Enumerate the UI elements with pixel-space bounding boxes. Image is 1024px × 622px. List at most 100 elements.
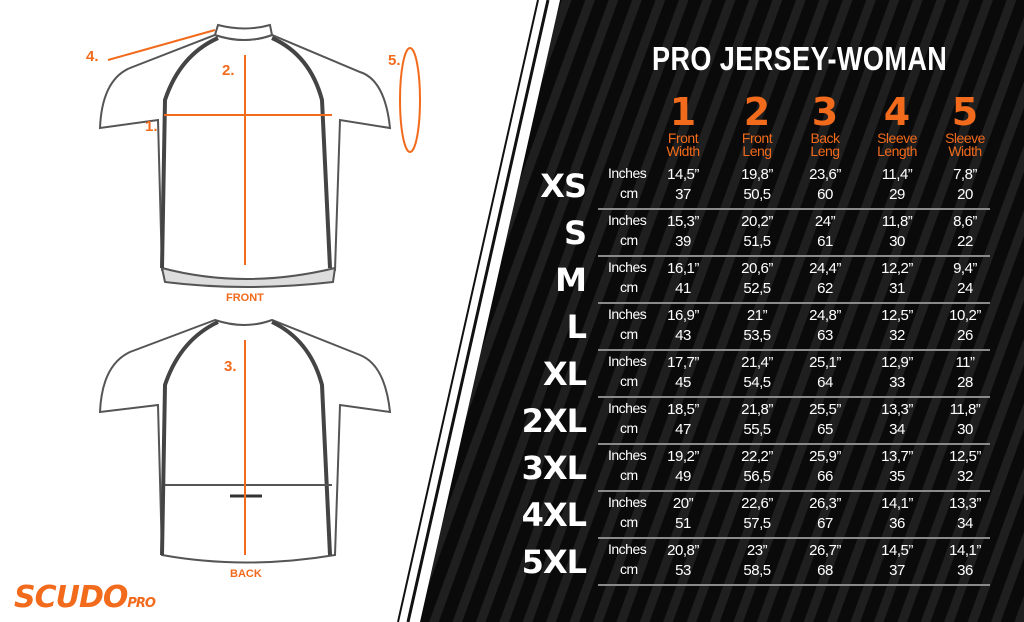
value-inches: 26,7”: [809, 542, 841, 559]
marker-1: 1.: [145, 118, 158, 135]
value-cm: 28: [957, 374, 973, 391]
value-cm: 66: [817, 468, 833, 485]
value-cm: 35: [889, 468, 905, 485]
value-cm: 43: [675, 327, 691, 344]
value-inches: 21,4”: [741, 354, 773, 371]
table-row: Inches cm 19,2” 49 22,2” 56,5 25,9” 66 13,7” 35 12…: [598, 445, 990, 492]
unit-cm: cm: [620, 279, 638, 295]
table-row: Inches cm 15,3” 39 20,2” 51,5 24” 61 11,8” 30 8,6”…: [598, 210, 990, 257]
table-row: Inches cm 18,5” 47 21,8” 55,5 25,5” 65 13,3” 34 11…: [598, 398, 990, 445]
table-row: Inches cm 14,5” 37 19,8” 50,5 23,6” 60 11,4” 29 7,…: [598, 163, 990, 210]
size-label: M: [555, 261, 587, 299]
value-inches: 20,2”: [741, 213, 773, 230]
value-cm: 47: [675, 421, 691, 438]
size-label: 5XL: [521, 543, 587, 581]
value-inches: 7,8”: [953, 166, 977, 183]
value-cm: 56,5: [743, 468, 771, 485]
value-cm: 20: [957, 186, 973, 203]
value-cm: 50,5: [743, 186, 771, 203]
size-label: 3XL: [521, 449, 587, 487]
value-inches: 22,6”: [741, 495, 773, 512]
size-label: L: [566, 308, 587, 346]
unit-cm: cm: [620, 561, 638, 577]
value-inches: 13,3”: [881, 401, 913, 418]
measurement-arrows: [107, 29, 421, 555]
back-label: BACK: [230, 568, 262, 580]
value-inches: 13,3”: [949, 495, 981, 512]
value-cm: 60: [817, 186, 833, 203]
value-inches: 15,3”: [667, 213, 699, 230]
value-inches: 11,8”: [881, 213, 913, 230]
value-inches: 8,6”: [953, 213, 977, 230]
value-inches: 14,1”: [949, 542, 981, 559]
value-inches: 12,9”: [881, 354, 913, 371]
value-inches: 14,5”: [881, 542, 913, 559]
value-cm: 57,5: [743, 515, 771, 532]
value-inches: 21,8”: [741, 401, 773, 418]
unit-inches: Inches: [608, 400, 647, 416]
unit-inches: Inches: [608, 541, 647, 557]
unit-cm: cm: [620, 326, 638, 342]
value-cm: 52,5: [743, 280, 771, 297]
value-inches: 14,5”: [667, 166, 699, 183]
value-cm: 51,5: [743, 233, 771, 250]
value-inches: 12,2”: [881, 260, 913, 277]
value-cm: 64: [817, 374, 833, 391]
value-inches: 11”: [955, 354, 975, 371]
marker-4: 4.: [86, 48, 99, 65]
size-label: 2XL: [521, 402, 587, 440]
unit-cm: cm: [620, 373, 638, 389]
value-inches: 24,8”: [809, 307, 841, 324]
value-cm: 67: [817, 515, 833, 532]
unit-inches: Inches: [608, 306, 647, 322]
unit-cm: cm: [620, 185, 638, 201]
unit-inches: Inches: [608, 212, 647, 228]
marker-5: 5.: [388, 52, 401, 69]
value-cm: 24: [957, 280, 973, 297]
value-cm: 36: [889, 515, 905, 532]
value-inches: 20,8”: [667, 542, 699, 559]
value-cm: 26: [957, 327, 973, 344]
value-cm: 32: [957, 468, 973, 485]
value-cm: 36: [957, 562, 973, 579]
column-header: 1 Front Width: [666, 90, 700, 159]
value-cm: 39: [675, 233, 691, 250]
unit-cm: cm: [620, 420, 638, 436]
value-inches: 13,7”: [881, 448, 913, 465]
front-label: FRONT: [226, 292, 264, 304]
value-inches: 9,4”: [953, 260, 977, 277]
value-cm: 58,5: [743, 562, 771, 579]
table-row: Inches cm 17,7” 45 21,4” 54,5 25,1” 64 12,9” 33 11…: [598, 351, 990, 398]
unit-inches: Inches: [608, 447, 647, 463]
table-row: Inches cm 20” 51 22,6” 57,5 26,3” 67 14,1” 36 13,3…: [598, 492, 990, 539]
size-label: S: [563, 214, 587, 252]
value-cm: 37: [889, 562, 905, 579]
value-cm: 34: [957, 515, 973, 532]
value-inches: 25,5”: [809, 401, 841, 418]
value-cm: 37: [675, 186, 691, 203]
value-cm: 62: [817, 280, 833, 297]
marker-2: 2.: [222, 62, 235, 79]
value-cm: 63: [817, 327, 833, 344]
column-header: 3 Back Leng: [810, 90, 840, 159]
value-cm: 22: [957, 233, 973, 250]
marker-3: 3.: [224, 358, 237, 375]
value-inches: 25,1”: [809, 354, 841, 371]
value-inches: 10,2”: [949, 307, 981, 324]
unit-inches: Inches: [608, 165, 647, 181]
column-header: 2 Front Leng: [741, 90, 773, 159]
value-inches: 14,1”: [881, 495, 913, 512]
unit-cm: cm: [620, 467, 638, 483]
value-inches: 24”: [814, 213, 836, 230]
value-cm: 54,5: [743, 374, 771, 391]
unit-inches: Inches: [608, 494, 647, 510]
unit-cm: cm: [620, 514, 638, 530]
value-inches: 17,7”: [667, 354, 699, 371]
unit-inches: Inches: [608, 353, 647, 369]
value-cm: 33: [889, 374, 905, 391]
value-cm: 49: [675, 468, 691, 485]
table-row: Inches cm 20,8” 53 23” 58,5 26,7” 68 14,5” 37 14,1…: [598, 539, 990, 586]
value-inches: 12,5”: [881, 307, 913, 324]
value-inches: 18,5”: [667, 401, 699, 418]
